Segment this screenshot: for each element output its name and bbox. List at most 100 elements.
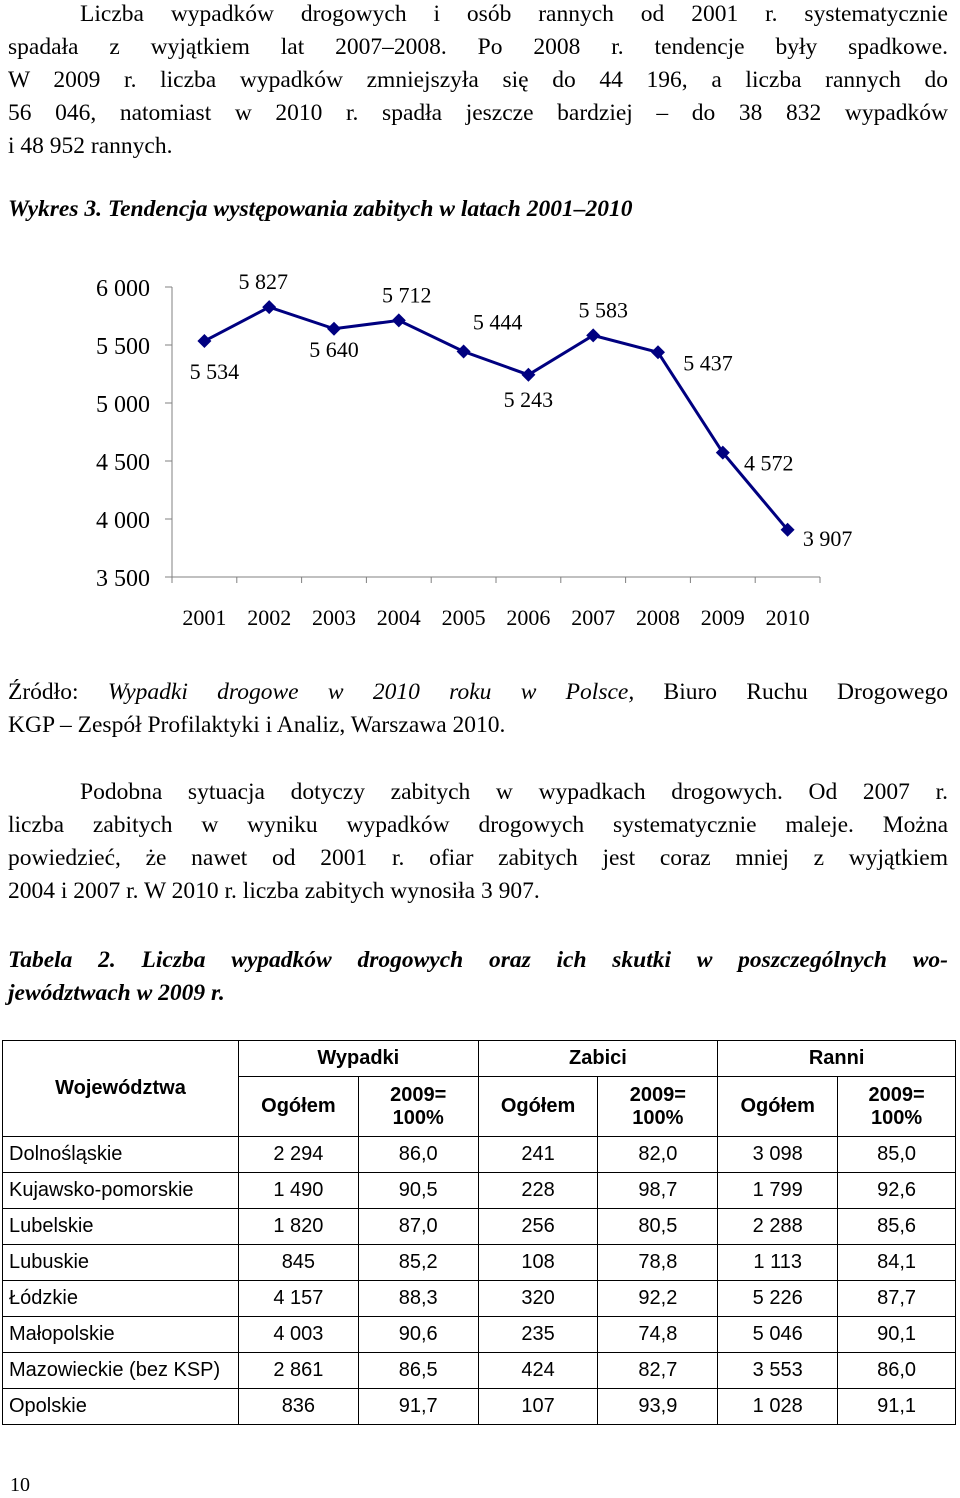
table-cell: 90,1 <box>837 1316 956 1353</box>
header-group-accidents: Wypadki <box>237 1040 479 1077</box>
header-group-killed: Zabici <box>477 1040 719 1077</box>
y-axis: 6 000 5 500 5 000 4 500 4 000 3 500 <box>96 276 173 592</box>
header-index: 2009= 100% <box>597 1076 719 1137</box>
table-row: Kujawsko-pomorskie 1 490 90,5 228 98,7 1 799 9… <box>2 1172 956 1209</box>
y-tick-label: 6 000 <box>96 276 150 302</box>
table-cell: 88,3 <box>357 1280 479 1317</box>
table-cell: 85,0 <box>837 1136 956 1173</box>
table-cell: 91,1 <box>837 1388 956 1425</box>
table-cell: 90,5 <box>357 1172 479 1209</box>
intro-line: 56 046, natomiast w 2010 r. spadła jeszc… <box>8 100 948 126</box>
second-line: powiedzieć, że nawet od 2001 r. ofiar za… <box>8 845 948 871</box>
header-index: 2009= 100% <box>837 1076 956 1137</box>
x-tick-label: 2002 <box>247 605 291 630</box>
x-tick-label: 2001 <box>182 605 226 630</box>
source-rest: Biuro Ruchu Drogowego <box>634 679 948 705</box>
table-caption-line: jewództwach w 2009 r. <box>8 980 225 1006</box>
data-label: 5 444 <box>473 309 523 334</box>
table-row: Łódzkie 4 157 88,3 320 92,2 5 226 87,7 <box>2 1280 956 1317</box>
table-cell: 845 <box>237 1244 359 1281</box>
data-point <box>197 334 212 349</box>
table-caption-line: Tabela 2. Liczba wypadków drogowych oraz… <box>8 947 948 973</box>
table-cell: 1 113 <box>717 1244 839 1281</box>
table-cell: 98,7 <box>597 1172 719 1209</box>
header-index: 2009= 100% <box>357 1076 479 1137</box>
data-point <box>327 321 341 336</box>
table-cell: 82,7 <box>597 1352 719 1389</box>
table-cell: 84,1 <box>837 1244 956 1281</box>
header-total: Ogółem <box>237 1076 359 1137</box>
table-cell: 1 490 <box>237 1172 359 1209</box>
x-tick-label: 2010 <box>766 605 810 630</box>
table-caption: Tabela 2. Liczba wypadków drogowych oraz… <box>8 944 948 1010</box>
y-tick-label: 4 500 <box>96 450 150 476</box>
table-row: Małopolskie 4 003 90,6 235 74,8 5 046 90,1 <box>2 1316 956 1353</box>
table-row: Mazowieckie (bez KSP) 2 861 86,5 424 82,7 3 5… <box>2 1352 956 1389</box>
second-paragraph: Podobna sytuacja dotyczy zabitych w wypa… <box>8 776 948 908</box>
region-name: Łódzkie <box>2 1280 239 1317</box>
table-cell: 91,7 <box>357 1388 479 1425</box>
table-cell: 108 <box>477 1244 599 1281</box>
y-tick-label: 4 000 <box>96 508 150 534</box>
table-cell: 85,2 <box>357 1244 479 1281</box>
table-cell: 4 157 <box>237 1280 359 1317</box>
table-cell: 74,8 <box>597 1316 719 1353</box>
data-label: 3 907 <box>803 526 853 551</box>
table-cell: 78,8 <box>597 1244 719 1281</box>
table-cell: 86,0 <box>357 1136 479 1173</box>
table-cell: 320 <box>477 1280 599 1317</box>
data-label: 5 243 <box>504 387 554 412</box>
table-cell: 836 <box>237 1388 359 1425</box>
table-cell: 92,2 <box>597 1280 719 1317</box>
region-name: Kujawsko-pomorskie <box>2 1172 239 1209</box>
intro-line: i 48 952 rannych. <box>8 133 173 159</box>
x-axis: 2001 2002 2003 2004 2005 2006 2007 2008 2009 2010 <box>171 576 821 630</box>
data-label: 5 640 <box>309 337 359 362</box>
table-cell: 241 <box>477 1136 599 1173</box>
data-point <box>651 345 665 360</box>
data-point <box>780 522 795 537</box>
series-fatalities: 5 534 5 827 5 640 5 712 5 444 5 243 5 583 5 437… <box>190 269 853 551</box>
table-cell: 87,0 <box>357 1208 479 1245</box>
second-line: 2004 i 2007 r. W 2010 r. liczba zabitych… <box>8 878 540 904</box>
table-cell: 3 098 <box>717 1136 839 1173</box>
data-point <box>456 344 471 359</box>
table-row: Lubelskie 1 820 87,0 256 80,5 2 288 85,6 <box>2 1208 956 1245</box>
x-tick-label: 2005 <box>442 605 486 630</box>
region-name: Opolskie <box>2 1388 239 1425</box>
data-label: 5 583 <box>578 297 628 322</box>
data-label: 4 572 <box>744 451 794 476</box>
x-tick-label: 2004 <box>377 605 421 630</box>
header-total: Ogółem <box>477 1076 599 1137</box>
table-cell: 2 288 <box>717 1208 839 1245</box>
table-cell: 82,0 <box>597 1136 719 1173</box>
figure-caption: Wykres 3. Tendencja występowania zabityc… <box>8 196 633 222</box>
table-body: Dolnośląskie 2 294 86,0 241 82,0 3 098 85,0 Kuj… <box>2 1136 956 1425</box>
table-cell: 92,6 <box>837 1172 956 1209</box>
header-group-injured: Ranni <box>717 1040 956 1077</box>
data-point <box>521 367 536 382</box>
table-cell: 4 003 <box>237 1316 359 1353</box>
region-name: Mazowieckie (bez KSP) <box>2 1352 239 1389</box>
data-point <box>586 328 601 343</box>
table-cell: 1 799 <box>717 1172 839 1209</box>
table-row: Opolskie 836 91,7 107 93,9 1 028 91,1 <box>2 1388 956 1425</box>
region-name: Małopolskie <box>2 1316 239 1353</box>
table-cell: 2 861 <box>237 1352 359 1389</box>
x-tick-label: 2003 <box>312 605 356 630</box>
data-label: 5 534 <box>190 359 240 384</box>
table-cell: 90,6 <box>357 1316 479 1353</box>
table-row: Dolnośląskie 2 294 86,0 241 82,0 3 098 85,0 <box>2 1136 956 1173</box>
region-name: Lubuskie <box>2 1244 239 1281</box>
table-cell: 93,9 <box>597 1388 719 1425</box>
data-label: 5 712 <box>382 282 432 307</box>
table-cell: 86,5 <box>357 1352 479 1389</box>
x-tick-label: 2008 <box>636 605 680 630</box>
table-cell: 86,0 <box>837 1352 956 1389</box>
second-line: Podobna sytuacja dotyczy zabitych w wypa… <box>80 779 948 805</box>
data-point <box>715 445 730 460</box>
table-cell: 1 028 <box>717 1388 839 1425</box>
data-label: 5 437 <box>683 350 733 375</box>
table-cell: 5 226 <box>717 1280 839 1317</box>
region-name: Lubelskie <box>2 1208 239 1245</box>
